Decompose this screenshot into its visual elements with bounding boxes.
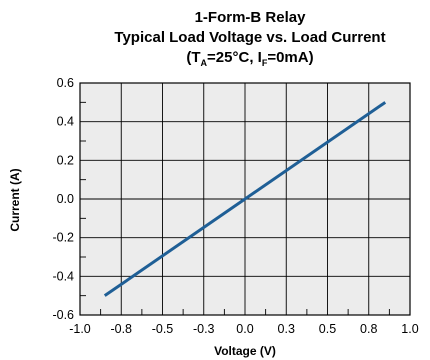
x-tick-label: -0.8 — [110, 322, 132, 336]
y-tick-label: 0.6 — [57, 76, 74, 90]
y-tick-label: 0.0 — [57, 192, 74, 206]
y-tick-label: -0.4 — [52, 269, 74, 283]
y-tick-label: -0.6 — [52, 308, 74, 322]
x-tick-label: -0.5 — [152, 322, 174, 336]
x-tick-label: -0.3 — [193, 322, 215, 336]
conditions-if-value: =0mA) — [267, 49, 313, 66]
plot-frame — [79, 82, 411, 316]
chart-conditions: (TA=25°C, IF=0mA) — [186, 49, 313, 68]
series-layer — [103, 101, 387, 297]
x-tick-label: 0.3 — [278, 322, 295, 336]
y-tick-label: 0.4 — [57, 115, 74, 129]
x-tick-label: 0.8 — [360, 322, 377, 336]
chart-title: 1-Form-B Relay — [195, 9, 307, 26]
y-axis-label: Current (A) — [8, 168, 22, 231]
x-tick-label: 0.5 — [319, 322, 336, 336]
conditions-open: (T — [186, 49, 200, 66]
chart-subtitle: Typical Load Voltage vs. Load Current — [114, 29, 385, 46]
y-tick-label: 0.2 — [57, 153, 74, 167]
x-tick-labels: -1.0 -0.8 -0.5 -0.3 0.0 0.3 0.5 0.8 1.0 — [69, 322, 419, 336]
y-tick-labels: 0.6 0.4 0.2 0.0 -0.2 -0.4 -0.6 — [52, 76, 74, 322]
ta-subscript: A — [201, 58, 208, 68]
x-tick-label: 0.0 — [236, 322, 253, 336]
x-tick-label: 1.0 — [401, 322, 418, 336]
x-tick-label: -1.0 — [69, 322, 91, 336]
if-subscript: F — [262, 58, 268, 68]
conditions-ta-value: =25°C, I — [207, 49, 262, 66]
y-tick-label: -0.2 — [52, 231, 74, 245]
x-axis-label: Voltage (V) — [214, 344, 276, 358]
series-line-0 — [103, 101, 387, 297]
